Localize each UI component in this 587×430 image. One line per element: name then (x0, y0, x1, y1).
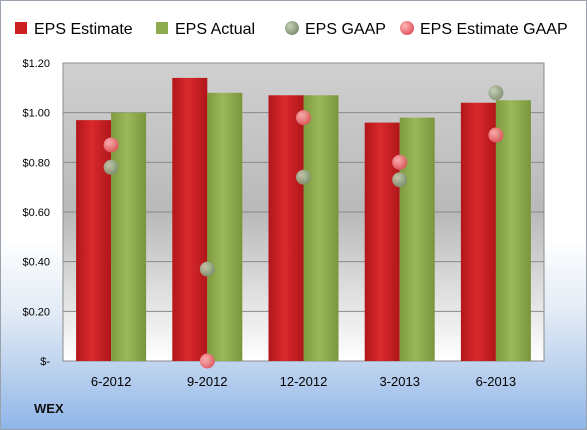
eps-actual-bar (303, 95, 339, 362)
y-tick-label: $1.00 (22, 108, 50, 120)
eps-gaap-point (103, 159, 119, 175)
legend-label: EPS GAAP (305, 21, 386, 38)
eps-estimate-bar (460, 102, 496, 361)
eps-estimate-gaap-point (392, 154, 408, 170)
eps-actual-bar (207, 92, 243, 362)
eps-estimate-bar (76, 120, 112, 361)
eps-gaap-point (488, 85, 504, 101)
legend-swatch (156, 22, 168, 34)
eps-estimate-gaap-point (103, 137, 119, 153)
y-tick-label: $- (40, 356, 50, 368)
ticker-label: WEX (34, 401, 64, 416)
x-category-label: 9-2012 (187, 374, 227, 389)
legend-label: EPS Actual (175, 21, 255, 38)
y-tick-label: $0.80 (22, 157, 50, 169)
eps-estimate-bar (268, 95, 304, 362)
x-category-label: 3-2013 (379, 374, 419, 389)
x-category-label: 6-2012 (91, 374, 131, 389)
eps-estimate-gaap-point (199, 353, 215, 369)
y-axis-ticks: $- $0.20 $0.40 $0.60 $0.80 $1.00 $1.20 (22, 58, 50, 368)
eps-estimate-gaap-point (488, 127, 504, 143)
y-tick-label: $0.60 (22, 207, 50, 219)
eps-estimate-gaap-point (296, 110, 311, 126)
eps-gaap-point (392, 172, 408, 188)
x-category-label: 12-2012 (280, 374, 328, 389)
eps-estimate-bar (172, 77, 208, 362)
legend-swatch (285, 21, 299, 35)
eps-gaap-point (296, 169, 311, 185)
bars (76, 77, 531, 362)
legend-label: EPS Estimate (34, 21, 133, 38)
eps-actual-bar (111, 112, 147, 362)
legend-swatch (15, 22, 27, 34)
y-tick-label: $0.40 (22, 257, 50, 269)
legend-label: EPS Estimate GAAP (420, 21, 568, 38)
x-axis-labels: 6-2012 9-2012 12-2012 3-2013 6-2013 (91, 374, 516, 389)
eps-actual-bar (399, 117, 435, 361)
legend: EPS Estimate EPS Actual EPS GAAP EPS Estima… (15, 21, 568, 38)
eps-gaap-point (199, 261, 215, 277)
x-category-label: 6-2013 (476, 374, 516, 389)
y-tick-label: $1.20 (22, 58, 50, 70)
legend-swatch (400, 21, 414, 35)
y-tick-label: $0.20 (22, 306, 50, 318)
eps-actual-bar (495, 100, 531, 361)
points (103, 85, 504, 369)
